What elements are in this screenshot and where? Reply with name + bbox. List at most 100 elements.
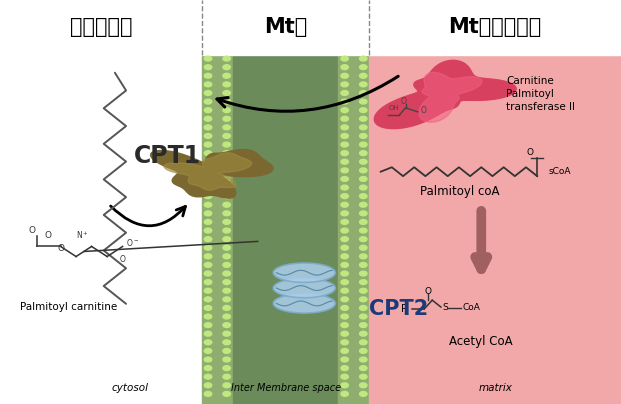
Circle shape [360, 56, 367, 61]
Circle shape [204, 297, 212, 302]
Circle shape [341, 271, 348, 276]
Circle shape [360, 349, 367, 354]
Circle shape [360, 237, 367, 242]
Circle shape [223, 263, 230, 267]
Text: sCoA: sCoA [548, 167, 571, 176]
Circle shape [360, 202, 367, 207]
Circle shape [341, 263, 348, 267]
Circle shape [341, 340, 348, 345]
Circle shape [360, 383, 367, 388]
Circle shape [360, 305, 367, 310]
Circle shape [223, 202, 230, 207]
Circle shape [360, 271, 367, 276]
Circle shape [341, 82, 348, 87]
Bar [0, 0, 621, 55]
Text: サイトソル: サイトソル [70, 17, 132, 37]
Circle shape [341, 228, 348, 233]
Circle shape [360, 254, 367, 259]
Circle shape [223, 228, 230, 233]
Circle shape [223, 357, 230, 362]
Circle shape [204, 56, 212, 61]
Circle shape [360, 211, 367, 216]
Circle shape [341, 74, 348, 78]
Text: Palmitoyl carnitine: Palmitoyl carnitine [20, 302, 117, 312]
Circle shape [341, 366, 348, 370]
Circle shape [360, 159, 367, 164]
Circle shape [204, 323, 212, 328]
Circle shape [223, 168, 230, 173]
Circle shape [204, 237, 212, 242]
Text: matrix: matrix [478, 383, 512, 393]
Circle shape [360, 82, 367, 87]
Circle shape [341, 357, 348, 362]
Circle shape [223, 151, 230, 156]
Circle shape [223, 366, 230, 370]
Circle shape [360, 323, 367, 328]
Text: CPT1: CPT1 [134, 143, 201, 168]
Circle shape [223, 108, 230, 113]
Circle shape [204, 125, 212, 130]
Circle shape [223, 177, 230, 181]
Circle shape [204, 194, 212, 199]
Circle shape [341, 194, 348, 199]
Text: Mt膜: Mt膜 [264, 17, 307, 37]
Circle shape [223, 305, 230, 310]
Circle shape [204, 314, 212, 319]
Circle shape [360, 90, 367, 95]
Circle shape [223, 159, 230, 164]
Circle shape [341, 65, 348, 69]
Text: R: R [402, 304, 409, 314]
Circle shape [204, 219, 212, 224]
Circle shape [360, 357, 367, 362]
Ellipse shape [273, 263, 335, 282]
Circle shape [341, 177, 348, 181]
Circle shape [223, 383, 230, 388]
Circle shape [223, 314, 230, 319]
Circle shape [204, 185, 212, 190]
Circle shape [223, 194, 230, 199]
Circle shape [204, 99, 212, 104]
Polygon shape [374, 60, 516, 128]
Circle shape [204, 65, 212, 69]
Text: Inter Membrane space: Inter Membrane space [230, 383, 341, 393]
Circle shape [204, 349, 212, 354]
Text: OH: OH [389, 105, 400, 111]
Circle shape [204, 391, 212, 396]
Circle shape [341, 305, 348, 310]
Circle shape [341, 134, 348, 139]
Ellipse shape [273, 294, 335, 313]
Polygon shape [164, 153, 252, 190]
Text: CoA: CoA [463, 303, 481, 312]
Circle shape [341, 280, 348, 284]
Circle shape [223, 271, 230, 276]
Circle shape [223, 254, 230, 259]
Circle shape [223, 237, 230, 242]
Text: O: O [425, 287, 432, 296]
Circle shape [360, 99, 367, 104]
Circle shape [360, 297, 367, 302]
Circle shape [204, 134, 212, 139]
Bar [0, 0, 202, 404]
Circle shape [223, 340, 230, 345]
Circle shape [204, 280, 212, 284]
Circle shape [341, 108, 348, 113]
Circle shape [204, 340, 212, 345]
Circle shape [360, 314, 367, 319]
Circle shape [360, 288, 367, 293]
Circle shape [223, 374, 230, 379]
Circle shape [341, 99, 348, 104]
Circle shape [341, 288, 348, 293]
Circle shape [341, 349, 348, 354]
Circle shape [360, 219, 367, 224]
Circle shape [223, 65, 230, 69]
Circle shape [341, 391, 348, 396]
Circle shape [223, 280, 230, 284]
Text: S: S [442, 303, 448, 312]
Circle shape [360, 151, 367, 156]
Circle shape [341, 159, 348, 164]
Circle shape [204, 168, 212, 173]
Circle shape [204, 383, 212, 388]
Circle shape [223, 82, 230, 87]
Circle shape [204, 116, 212, 121]
Circle shape [223, 142, 230, 147]
